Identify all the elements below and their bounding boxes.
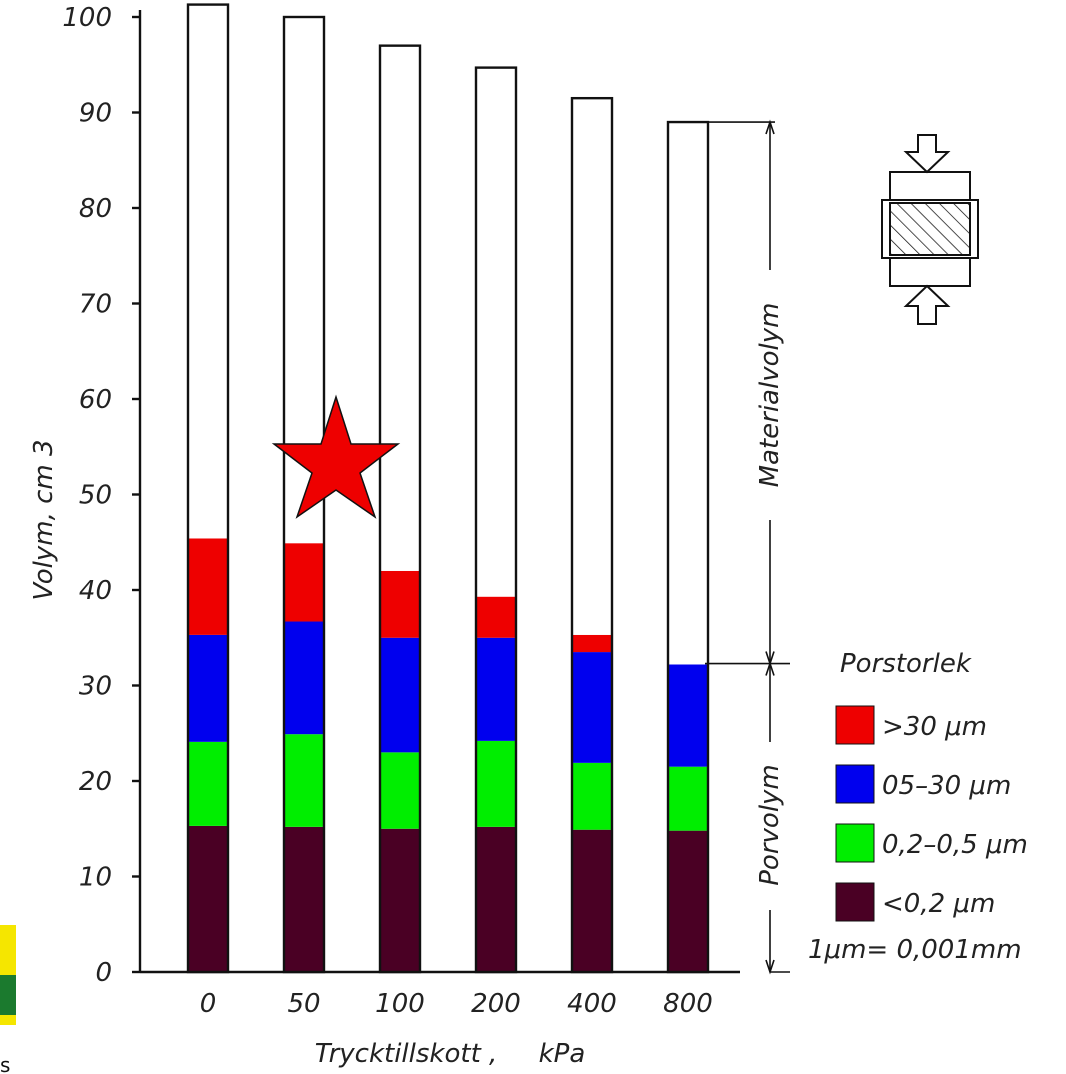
- bar-segment-1: [188, 741, 228, 826]
- bar-segment-2: [668, 664, 708, 767]
- y-tick-label: 10: [79, 863, 112, 893]
- bracket-arrowhead: [765, 119, 775, 135]
- bar-segment-3: [380, 570, 420, 638]
- bar-segment-4: [380, 45, 420, 571]
- legend-unit-note: 1μm= 0,001mm: [808, 935, 1022, 965]
- bracket-label-material: Materialvolym: [755, 303, 785, 488]
- bar-segment-2: [476, 637, 516, 741]
- y-tick-label: 70: [79, 290, 112, 320]
- bars: [186, 3, 710, 974]
- volume-brackets: [705, 119, 790, 975]
- y-axis-ticks: 0 10 20 30 40 50 60 70 80 90 100: [62, 3, 140, 988]
- bar-outline: [378, 44, 422, 974]
- bar-outline: [186, 3, 230, 974]
- y-tick-label: 0: [95, 958, 112, 988]
- bar-segment-4: [668, 122, 708, 665]
- y-tick-label: 60: [79, 385, 112, 415]
- legend-label: 05–30 μm: [882, 771, 1011, 801]
- bar-segment-3: [284, 543, 324, 622]
- y-axis-title: Volym, cm 3: [29, 439, 59, 600]
- bar-segment-0: [476, 826, 516, 972]
- y-tick-label: 90: [79, 99, 112, 129]
- bar-segment-4: [476, 67, 516, 597]
- legend-label: >30 μm: [882, 712, 987, 742]
- legend-swatch: [835, 705, 875, 745]
- bar-outline: [666, 120, 710, 974]
- y-tick-label: 80: [79, 194, 112, 224]
- legend-swatch: [835, 764, 875, 804]
- bar-segment-1: [476, 740, 516, 827]
- red-star-marker: [271, 394, 401, 519]
- bar-segment-2: [284, 621, 324, 735]
- legend-swatch: [835, 882, 875, 922]
- bar-segment-0: [284, 826, 324, 972]
- bracket-arrowhead: [765, 959, 775, 975]
- legend-title: Porstorlek: [840, 649, 972, 679]
- legend-label: <0,2 μm: [882, 889, 995, 919]
- bracket-label-pore: Porvolym: [755, 764, 785, 886]
- bar-segment-3: [572, 634, 612, 653]
- bar-segment-4: [188, 4, 228, 539]
- bar-segment-2: [380, 637, 420, 753]
- legend: >30 μm 05–30 μm 0,2–0,5 μm <0,2 μm: [835, 705, 1028, 922]
- legend-label: 0,2–0,5 μm: [882, 830, 1028, 860]
- compression-specimen-icon: [881, 134, 979, 325]
- bar-segment-3: [188, 538, 228, 635]
- x-tick-label: 200: [471, 989, 521, 1019]
- bar-segment-0: [380, 828, 420, 972]
- bar-outline: [474, 66, 518, 974]
- bar-segment-1: [380, 752, 420, 829]
- bar-segment-0: [572, 829, 612, 972]
- bar-outline: [570, 96, 614, 974]
- bar-segment-3: [476, 596, 516, 638]
- svg-text:s: s: [0, 1053, 10, 1074]
- y-tick-label: 40: [79, 576, 112, 606]
- x-tick-label: 50: [287, 989, 320, 1019]
- bar-segment-1: [572, 762, 612, 830]
- x-tick-label: 800: [663, 989, 713, 1019]
- legend-swatch: [835, 823, 875, 863]
- y-tick-label: 30: [79, 672, 112, 702]
- x-tick-label: 400: [567, 989, 617, 1019]
- bar-segment-0: [188, 825, 228, 972]
- bar-segment-1: [284, 734, 324, 827]
- bar-segment-2: [188, 634, 228, 742]
- y-tick-label: 50: [79, 481, 112, 511]
- bar-segment-2: [572, 652, 612, 763]
- x-tick-label: 0: [200, 989, 217, 1019]
- bracket-arrowhead: [765, 661, 775, 676]
- y-tick-label: 100: [62, 3, 112, 33]
- bar-segment-4: [572, 98, 612, 635]
- bar-segment-0: [668, 830, 708, 972]
- bar-segment-1: [668, 766, 708, 831]
- y-tick-label: 20: [79, 767, 112, 797]
- logo-fragment: s: [0, 925, 16, 1074]
- x-axis-title: Trycktillskott , kPa: [315, 1039, 586, 1069]
- x-axis-ticks: 0 50 100 200 400 800: [200, 989, 713, 1019]
- x-tick-label: 100: [375, 989, 425, 1019]
